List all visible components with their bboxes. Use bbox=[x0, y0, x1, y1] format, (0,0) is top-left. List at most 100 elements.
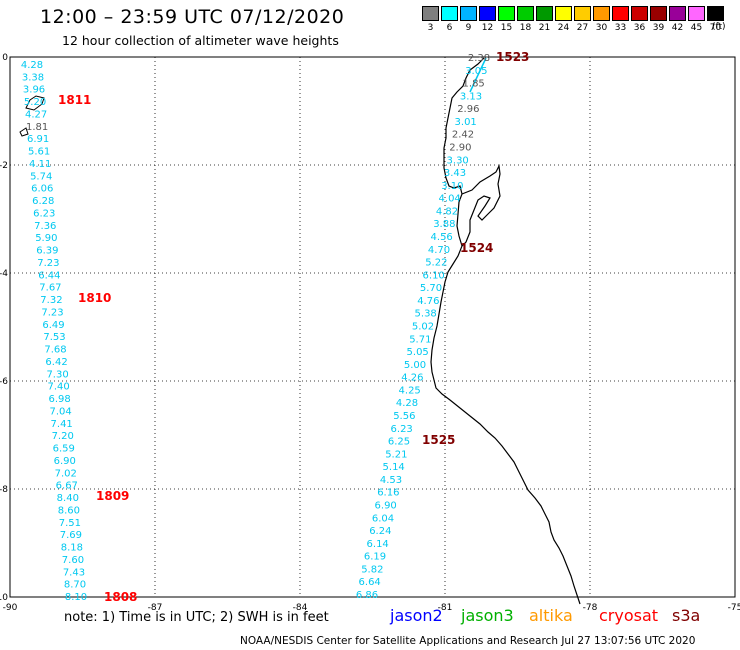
west-track-value: 7.04 bbox=[50, 406, 72, 417]
east-track-value: 4.25 bbox=[399, 385, 421, 396]
east-track-value: 6.90 bbox=[375, 501, 397, 512]
west-track-value: 8.40 bbox=[57, 493, 79, 504]
west-track-value: 3.38 bbox=[22, 72, 44, 83]
east-track-value: 6.14 bbox=[367, 539, 389, 550]
west-track-value: 7.41 bbox=[51, 419, 73, 430]
west-track-value: 6.44 bbox=[38, 270, 60, 281]
scale-swatch-6 bbox=[441, 6, 458, 21]
west-track-value: 6.28 bbox=[32, 196, 54, 207]
east-track-value: 5.82 bbox=[361, 564, 383, 575]
pass-time-label: 1524 bbox=[460, 241, 493, 255]
scale-label-36: 36 bbox=[633, 23, 646, 33]
scale-label-42: 42 bbox=[671, 23, 684, 33]
east-track-value: 6.16 bbox=[377, 488, 399, 499]
west-track-value: 4.11 bbox=[29, 159, 51, 170]
lat-tick-label: 0 bbox=[2, 53, 8, 63]
east-track-value: 5.38 bbox=[415, 309, 437, 320]
scale-label-15: 15 bbox=[500, 23, 513, 33]
west-track-value: 5.61 bbox=[28, 147, 50, 158]
scale-swatch-39 bbox=[650, 6, 667, 21]
scale-unit-label: (ft) bbox=[712, 22, 726, 32]
west-track-value: 6.67 bbox=[56, 481, 78, 492]
west-track-value: 8.18 bbox=[61, 543, 83, 554]
east-track-value: 5.02 bbox=[412, 322, 434, 333]
east-track-value: 2.96 bbox=[457, 104, 479, 115]
east-track-value: 6.24 bbox=[369, 526, 391, 537]
west-track-value: 4.27 bbox=[25, 109, 47, 120]
west-track-value: 6.98 bbox=[48, 394, 70, 405]
west-track-value: 7.68 bbox=[44, 345, 66, 356]
west-track-value: 5.20 bbox=[24, 97, 46, 108]
axis-tick-labels: -90 -87 -84 -81 -78 -75 0 -2 -4 -6 -8 -10 bbox=[0, 53, 740, 613]
pass-time-labels: 1811 1810 1809 1808 1523 1524 1525 bbox=[58, 50, 529, 604]
satellite-jason3: jason3 bbox=[461, 606, 514, 625]
galapagos-island-1 bbox=[25, 95, 45, 111]
west-track-value: 6.49 bbox=[42, 320, 64, 331]
west-track-value: 3.96 bbox=[23, 85, 45, 96]
scale-swatch-45 bbox=[688, 6, 705, 21]
east-track-value: 4.26 bbox=[401, 373, 423, 384]
scale-label-27: 27 bbox=[576, 23, 589, 33]
scale-label-6: 6 bbox=[446, 23, 453, 33]
satellite-cryosat: cryosat bbox=[599, 606, 659, 625]
west-track-value: 6.91 bbox=[27, 134, 49, 145]
lon-tick-label: -78 bbox=[583, 603, 598, 613]
west-track-value: 6.06 bbox=[31, 184, 53, 195]
east-track-value: 2.38 bbox=[468, 53, 490, 64]
scale-swatch-70 bbox=[707, 6, 724, 21]
west-track-value: 8.70 bbox=[64, 580, 86, 591]
east-track-value: 3.10 bbox=[441, 181, 463, 192]
lon-tick-label: -90 bbox=[3, 603, 18, 613]
east-track-value: 5.05 bbox=[407, 347, 429, 358]
east-track-value: 3.43 bbox=[444, 168, 466, 179]
scale-swatch-21 bbox=[536, 6, 553, 21]
scale-swatch-15 bbox=[498, 6, 515, 21]
scale-swatch-18 bbox=[517, 6, 534, 21]
lon-tick-label: -81 bbox=[438, 603, 453, 613]
scale-swatch-42 bbox=[669, 6, 686, 21]
wave-height-values: 4.283.383.965.204.271.816.915.614.115.74… bbox=[21, 53, 490, 603]
credit-line: NOAA/NESDIS Center for Satellite Applica… bbox=[240, 635, 696, 647]
west-track-value: 7.40 bbox=[47, 382, 69, 393]
east-track-value: 4.82 bbox=[436, 206, 458, 217]
scale-label-24: 24 bbox=[557, 23, 570, 33]
pass-time-label: 1809 bbox=[96, 489, 129, 503]
east-track-value: 6.10 bbox=[423, 270, 445, 281]
gulf-of-guayaquil bbox=[461, 163, 501, 247]
west-track-value: 6.59 bbox=[53, 444, 75, 455]
lat-tick-label: -8 bbox=[0, 485, 8, 495]
west-track-value: 7.60 bbox=[62, 555, 84, 566]
lat-tick-label: -10 bbox=[0, 593, 8, 603]
east-track-value: 3.05 bbox=[465, 66, 487, 77]
scale-label-39: 39 bbox=[652, 23, 665, 33]
lon-tick-label: -75 bbox=[728, 603, 740, 613]
east-track-value: 4.56 bbox=[431, 232, 453, 243]
east-track-value: 5.21 bbox=[385, 449, 407, 460]
east-track-value: 6.25 bbox=[388, 437, 410, 448]
east-track-value: 3.30 bbox=[447, 155, 469, 166]
scale-label-21: 21 bbox=[538, 23, 551, 33]
west-track-value: 7.23 bbox=[37, 258, 59, 269]
lon-tick-label: -84 bbox=[293, 603, 308, 613]
west-track-value: 8.10 bbox=[65, 592, 87, 603]
lat-tick-label: -6 bbox=[0, 377, 8, 387]
east-track-value: 6.86 bbox=[356, 590, 378, 601]
east-track-value: 4.76 bbox=[417, 296, 439, 307]
scale-label-3: 3 bbox=[427, 23, 434, 33]
west-track-value: 7.20 bbox=[52, 431, 74, 442]
scale-label-33: 33 bbox=[614, 23, 627, 33]
east-track-value: 4.53 bbox=[380, 475, 402, 486]
west-track-value: 7.53 bbox=[43, 332, 65, 343]
west-track-value: 4.28 bbox=[21, 60, 43, 71]
east-track-value: 5.71 bbox=[409, 334, 431, 345]
pass-time-label: 1811 bbox=[58, 93, 91, 107]
east-track-value: 5.00 bbox=[404, 360, 426, 371]
west-track-value: 7.43 bbox=[63, 567, 85, 578]
east-track-value: 5.14 bbox=[383, 462, 405, 473]
scale-swatch-3 bbox=[422, 6, 439, 21]
scale-swatch-36 bbox=[631, 6, 648, 21]
east-track-value: 6.64 bbox=[359, 577, 381, 588]
pass-time-label: 1525 bbox=[422, 433, 455, 447]
scale-label-18: 18 bbox=[519, 23, 532, 33]
ecuador-peru-coastline bbox=[430, 57, 581, 605]
